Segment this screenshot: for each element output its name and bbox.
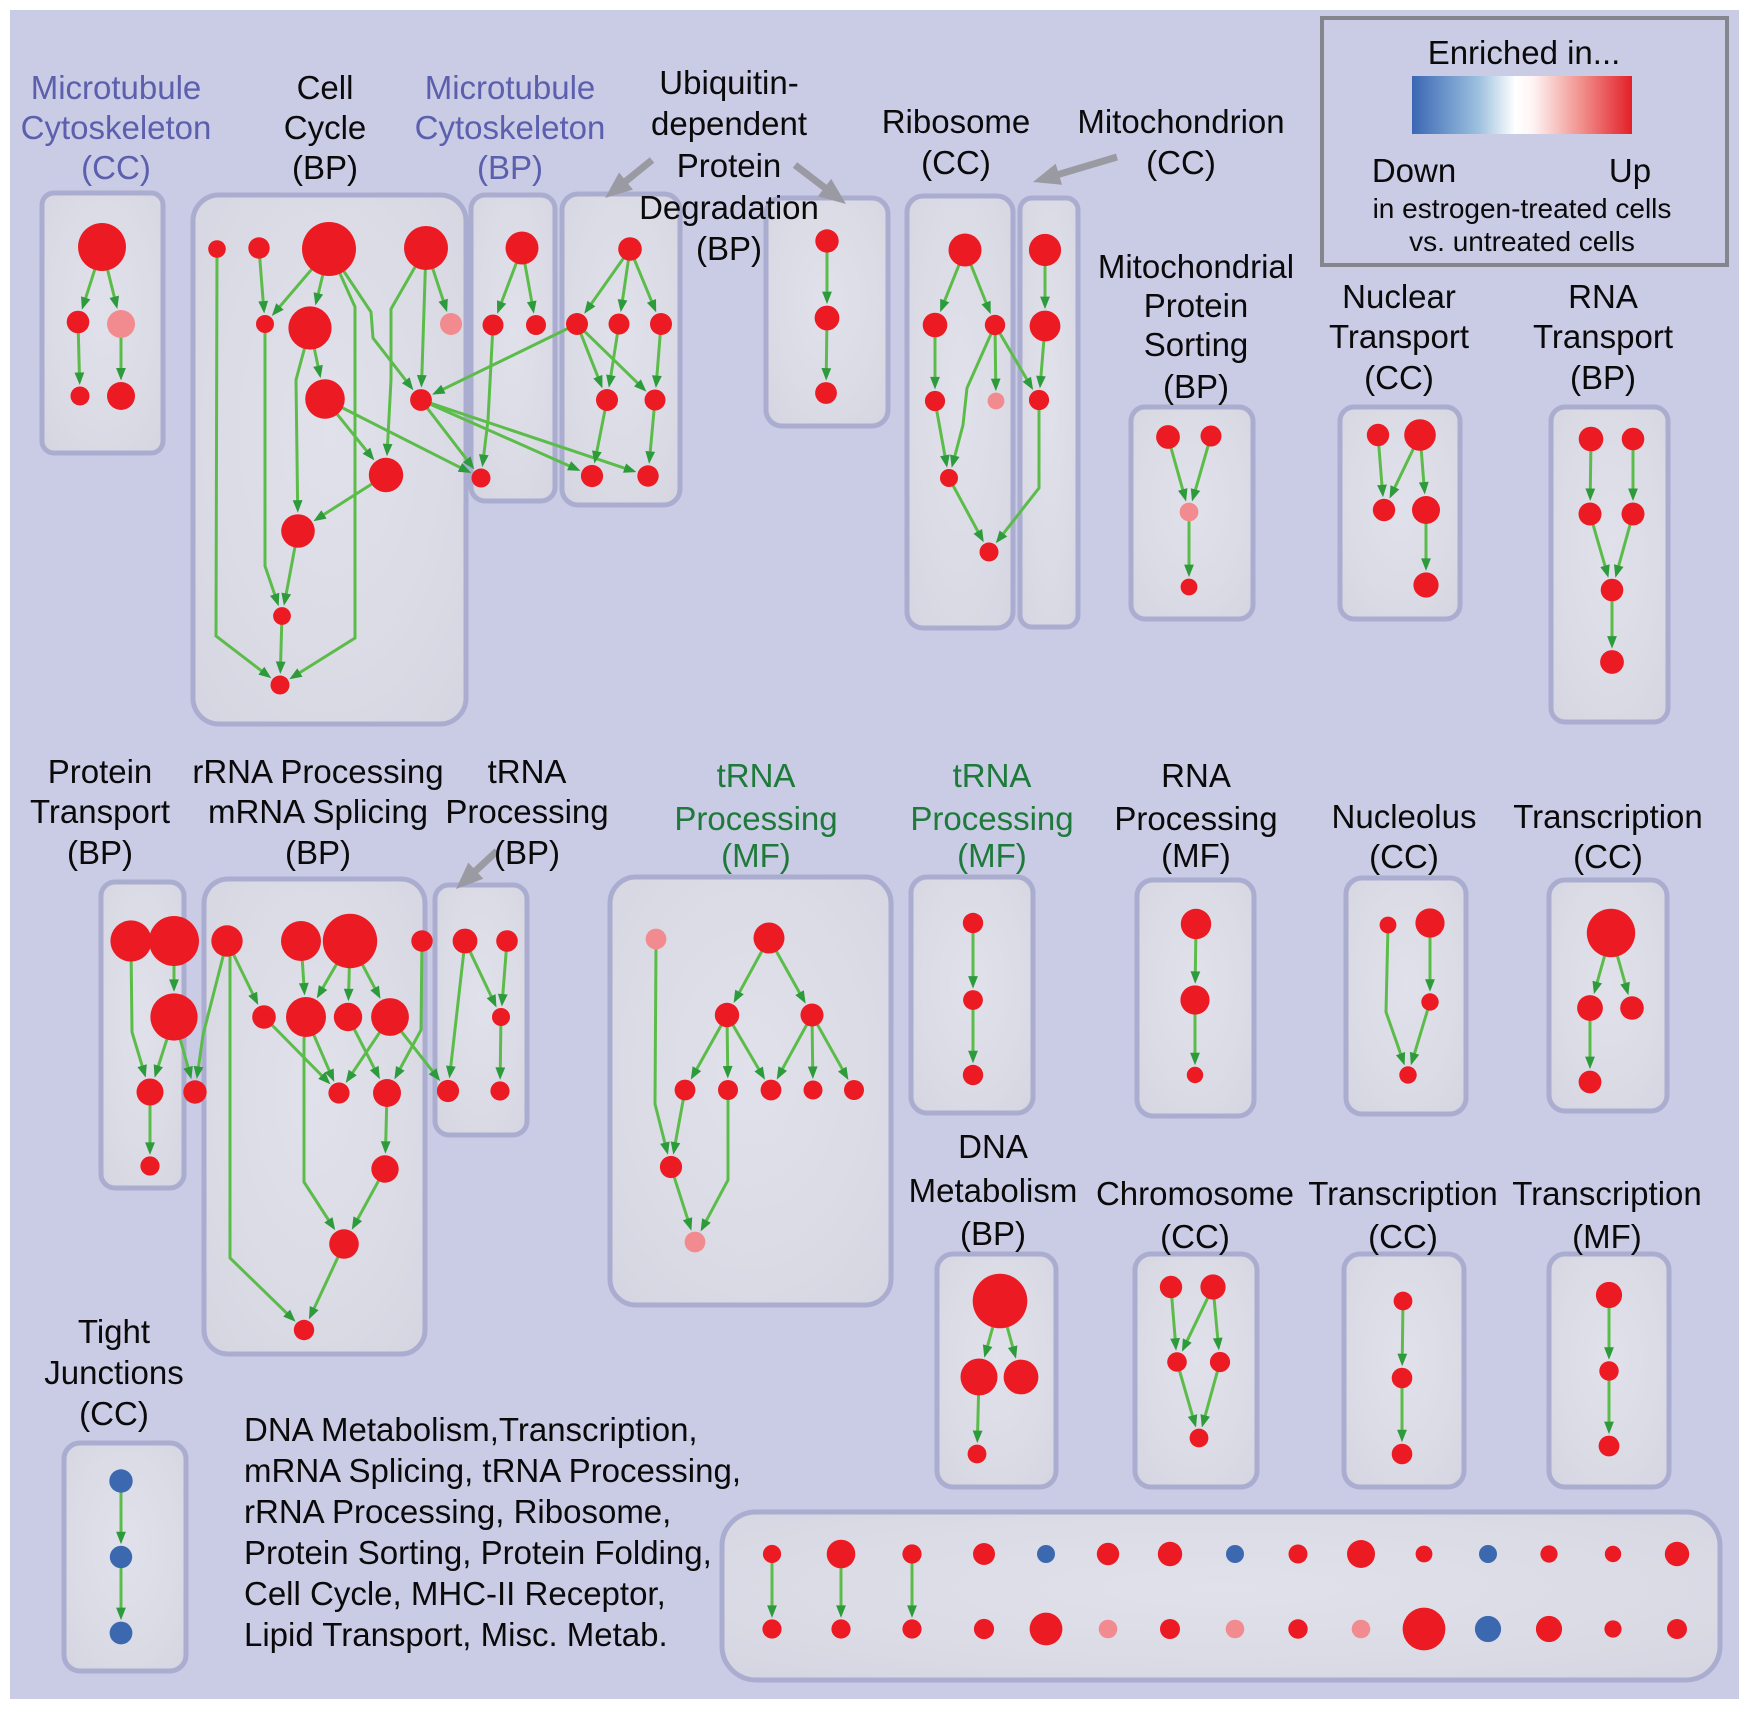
svg-text:(BP): (BP) <box>1570 359 1636 396</box>
svg-text:Protein: Protein <box>48 753 153 790</box>
svg-text:(CC): (CC) <box>1368 1218 1438 1255</box>
svg-text:(CC): (CC) <box>1160 1218 1230 1255</box>
svg-text:Transcription: Transcription <box>1512 1175 1702 1212</box>
svg-text:(CC): (CC) <box>1364 359 1434 396</box>
svg-text:rRNA Processing: rRNA Processing <box>192 753 443 790</box>
svg-text:Ribosome: Ribosome <box>882 103 1031 140</box>
svg-text:Down: Down <box>1372 152 1456 189</box>
svg-text:mRNA Splicing: mRNA Splicing <box>208 793 428 830</box>
svg-text:Processing: Processing <box>445 793 608 830</box>
svg-text:(BP): (BP) <box>67 834 133 871</box>
svg-text:(CC): (CC) <box>1573 838 1643 875</box>
svg-text:(BP): (BP) <box>477 149 543 186</box>
svg-text:RNA: RNA <box>1161 757 1231 794</box>
svg-text:Mitochondrion: Mitochondrion <box>1077 103 1284 140</box>
svg-text:Lipid Transport, Misc. Metab.: Lipid Transport, Misc. Metab. <box>244 1616 668 1653</box>
svg-text:(CC): (CC) <box>1369 838 1439 875</box>
svg-text:Nucleolus: Nucleolus <box>1332 798 1477 835</box>
svg-text:Protein Sorting, Protein Foldi: Protein Sorting, Protein Folding, <box>244 1534 712 1571</box>
svg-text:Transcription: Transcription <box>1513 798 1703 835</box>
svg-text:DNA Metabolism,Transcription,: DNA Metabolism,Transcription, <box>244 1411 698 1448</box>
svg-text:(MF): (MF) <box>957 837 1027 874</box>
svg-text:vs. untreated cells: vs. untreated cells <box>1409 226 1635 257</box>
svg-text:Processing: Processing <box>910 800 1073 837</box>
svg-text:(BP): (BP) <box>285 834 351 871</box>
svg-text:Protein: Protein <box>677 147 782 184</box>
svg-text:Cell: Cell <box>297 69 354 106</box>
svg-text:Transport: Transport <box>1329 318 1469 355</box>
svg-text:Cell Cycle, MHC-II Receptor,: Cell Cycle, MHC-II Receptor, <box>244 1575 666 1612</box>
svg-text:Mitochondrial: Mitochondrial <box>1098 248 1294 285</box>
svg-text:Ubiquitin-: Ubiquitin- <box>659 64 798 101</box>
svg-text:Chromosome: Chromosome <box>1096 1175 1294 1212</box>
svg-text:Transport: Transport <box>30 793 170 830</box>
svg-text:Cycle: Cycle <box>284 109 367 146</box>
svg-text:Junctions: Junctions <box>44 1354 183 1391</box>
svg-text:Up: Up <box>1609 152 1651 189</box>
svg-text:DNA: DNA <box>958 1128 1028 1165</box>
svg-text:(CC): (CC) <box>81 149 151 186</box>
svg-text:(BP): (BP) <box>494 834 560 871</box>
svg-text:RNA: RNA <box>1568 278 1638 315</box>
svg-text:Transport: Transport <box>1533 318 1673 355</box>
svg-text:Microtubule: Microtubule <box>425 69 596 106</box>
svg-text:(CC): (CC) <box>1146 144 1216 181</box>
svg-text:(MF): (MF) <box>1161 837 1231 874</box>
svg-text:Degradation: Degradation <box>639 189 819 226</box>
svg-text:(BP): (BP) <box>292 149 358 186</box>
svg-text:(BP): (BP) <box>696 230 762 267</box>
svg-text:Nuclear: Nuclear <box>1342 278 1456 315</box>
svg-text:mRNA Splicing, tRNA Processing: mRNA Splicing, tRNA Processing, <box>244 1452 741 1489</box>
svg-text:(MF): (MF) <box>721 837 791 874</box>
svg-text:(BP): (BP) <box>1163 368 1229 405</box>
svg-text:Sorting: Sorting <box>1144 326 1249 363</box>
svg-text:in estrogen-treated cells: in estrogen-treated cells <box>1373 193 1672 224</box>
svg-text:Enriched in...: Enriched in... <box>1428 34 1621 71</box>
svg-text:Metabolism: Metabolism <box>909 1172 1078 1209</box>
svg-text:Microtubule: Microtubule <box>31 69 202 106</box>
svg-text:Tight: Tight <box>78 1313 150 1350</box>
svg-text:Transcription: Transcription <box>1308 1175 1498 1212</box>
svg-text:tRNA: tRNA <box>953 757 1032 794</box>
svg-text:Cytoskeleton: Cytoskeleton <box>21 109 212 146</box>
svg-text:tRNA: tRNA <box>717 757 796 794</box>
svg-text:tRNA: tRNA <box>488 753 567 790</box>
svg-text:(CC): (CC) <box>921 144 991 181</box>
svg-text:Processing: Processing <box>1114 800 1277 837</box>
svg-text:Cytoskeleton: Cytoskeleton <box>415 109 606 146</box>
svg-text:(MF): (MF) <box>1572 1218 1642 1255</box>
svg-text:(CC): (CC) <box>79 1395 149 1432</box>
svg-text:dependent: dependent <box>651 105 807 142</box>
svg-text:Processing: Processing <box>674 800 837 837</box>
svg-text:(BP): (BP) <box>960 1215 1026 1252</box>
svg-text:rRNA Processing, Ribosome,: rRNA Processing, Ribosome, <box>244 1493 671 1530</box>
svg-text:Protein: Protein <box>1144 287 1249 324</box>
